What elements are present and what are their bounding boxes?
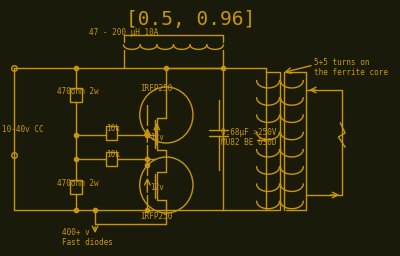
Text: 470ohm 2w: 470ohm 2w <box>57 179 99 188</box>
Text: 12v: 12v <box>150 133 164 142</box>
Text: 400+ v
Fast diodes: 400+ v Fast diodes <box>62 228 113 247</box>
Text: 12v: 12v <box>150 183 164 192</box>
Text: 470ohm 2w: 470ohm 2w <box>57 87 99 96</box>
Text: 10-40v CC: 10-40v CC <box>2 125 44 134</box>
Text: IRFP250: IRFP250 <box>141 84 173 93</box>
Text: 10k: 10k <box>106 150 120 159</box>
Text: [0.5, 0.96]: [0.5, 0.96] <box>126 10 255 29</box>
Text: 0.68μF >250V
MU82 BE 630D: 0.68μF >250V MU82 BE 630D <box>220 128 276 147</box>
Text: IRFP250: IRFP250 <box>141 212 173 221</box>
Text: 10k: 10k <box>106 124 120 133</box>
Text: 5+5 turns on
the ferrite core: 5+5 turns on the ferrite core <box>314 58 388 77</box>
Text: 47 - 200 μH 10A: 47 - 200 μH 10A <box>89 28 158 37</box>
